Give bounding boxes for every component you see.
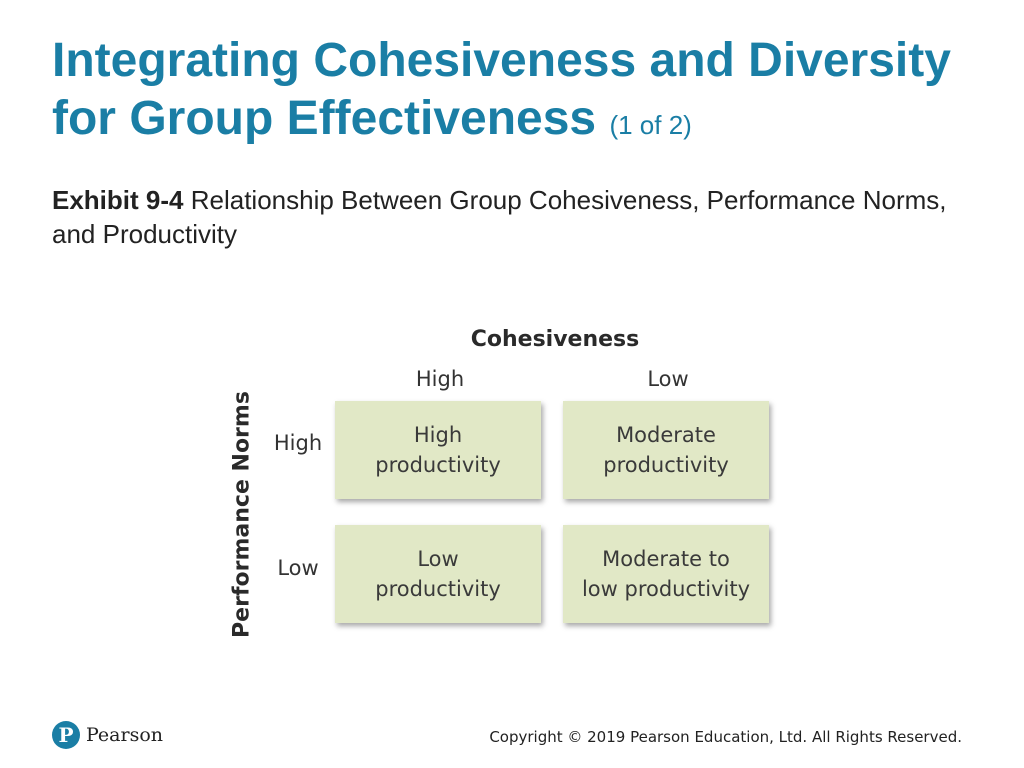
exhibit-label: Exhibit 9-4: [52, 185, 184, 215]
slide-title-text: Integrating Cohesiveness and Diversity f…: [52, 34, 951, 145]
column-label-low: Low: [647, 367, 689, 391]
exhibit-caption-text: Relationship Between Group Cohesiveness,…: [52, 185, 947, 249]
exhibit-caption: Exhibit 9-4 Relationship Between Group C…: [52, 183, 972, 251]
matrix-cell-text: Moderate to low productivity: [581, 547, 751, 601]
row-axis-title: Performance Norms: [229, 391, 255, 638]
pearson-logo-text: Pearson: [86, 724, 164, 746]
slide-title: Integrating Cohesiveness and Diversity f…: [52, 32, 992, 154]
matrix-cell-text: Moderate productivity: [603, 423, 729, 477]
matrix-cell-low-low: Moderate to low productivity: [563, 525, 769, 623]
matrix-cell-text: High productivity: [375, 423, 501, 477]
column-label-high: High: [415, 367, 465, 391]
matrix-cell-high-high: High productivity: [335, 401, 541, 499]
pearson-logo-icon: P: [52, 721, 80, 749]
row-label-low: Low: [277, 556, 319, 580]
copyright-notice: Copyright © 2019 Pearson Education, Ltd.…: [489, 728, 962, 746]
matrix-cell-low-high: Low productivity: [335, 525, 541, 623]
matrix-cell-text: Low productivity: [375, 547, 501, 601]
slide-part-indicator: (1 of 2): [609, 110, 692, 140]
row-label-high: High: [273, 431, 323, 455]
matrix-cell-high-low: Moderate productivity: [563, 401, 769, 499]
column-axis-title: Cohesiveness: [470, 327, 640, 352]
pearson-logo: P Pearson: [52, 721, 163, 749]
